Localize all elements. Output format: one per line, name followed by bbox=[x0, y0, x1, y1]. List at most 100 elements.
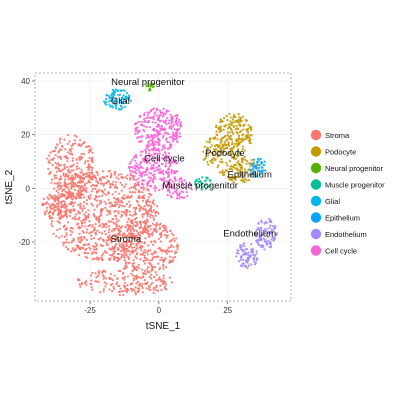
data-point bbox=[152, 134, 155, 137]
data-point bbox=[148, 157, 151, 160]
data-point bbox=[123, 185, 126, 189]
data-point bbox=[118, 290, 121, 293]
data-point bbox=[135, 247, 138, 250]
data-point bbox=[257, 243, 260, 246]
data-point bbox=[146, 213, 149, 216]
x-tick-label: 0 bbox=[157, 306, 162, 315]
data-point bbox=[81, 189, 84, 192]
data-point bbox=[135, 257, 138, 260]
data-point bbox=[132, 178, 136, 181]
data-point bbox=[147, 244, 150, 247]
cluster-label-glial: Glial bbox=[111, 96, 130, 107]
data-point bbox=[244, 177, 247, 180]
data-point bbox=[63, 155, 66, 158]
data-point bbox=[173, 128, 176, 131]
data-point bbox=[55, 189, 58, 192]
data-point bbox=[127, 217, 130, 220]
data-point bbox=[103, 225, 106, 228]
data-point bbox=[213, 148, 216, 151]
data-point bbox=[236, 153, 239, 156]
data-point bbox=[66, 142, 69, 145]
legend-key-cell-cycle bbox=[310, 245, 322, 256]
data-point bbox=[155, 229, 158, 232]
data-point bbox=[163, 147, 166, 150]
data-point bbox=[97, 257, 100, 260]
data-point bbox=[100, 207, 103, 211]
data-point bbox=[136, 269, 139, 272]
data-point bbox=[151, 222, 154, 225]
data-point bbox=[134, 182, 137, 185]
series-cell-cycle bbox=[127, 107, 193, 200]
data-point bbox=[129, 282, 132, 286]
data-point bbox=[137, 232, 140, 235]
data-point bbox=[152, 82, 156, 85]
data-point bbox=[109, 205, 112, 208]
data-point bbox=[161, 157, 164, 160]
data-point bbox=[156, 148, 159, 151]
data-point bbox=[221, 169, 224, 172]
data-point bbox=[97, 270, 100, 273]
data-point bbox=[158, 247, 161, 250]
data-point bbox=[65, 234, 68, 237]
data-point bbox=[95, 170, 98, 174]
data-point bbox=[257, 157, 260, 160]
data-point bbox=[206, 185, 210, 188]
data-point bbox=[126, 287, 129, 290]
data-point bbox=[260, 221, 263, 224]
data-point bbox=[122, 94, 125, 97]
data-point bbox=[67, 174, 70, 177]
data-point bbox=[115, 236, 118, 239]
data-point bbox=[81, 224, 84, 228]
data-point bbox=[161, 187, 164, 190]
data-point bbox=[131, 158, 134, 161]
data-point bbox=[118, 258, 121, 261]
data-point bbox=[217, 154, 220, 157]
data-point bbox=[179, 121, 183, 124]
data-point bbox=[238, 171, 241, 174]
data-point bbox=[168, 276, 171, 279]
legend-label: Podocyte bbox=[325, 147, 356, 156]
data-point bbox=[129, 178, 132, 181]
data-point bbox=[84, 173, 87, 176]
data-point bbox=[52, 195, 55, 198]
data-point bbox=[134, 122, 137, 125]
data-point bbox=[89, 165, 93, 169]
data-point bbox=[60, 206, 63, 209]
data-point bbox=[131, 282, 134, 285]
data-point bbox=[108, 258, 111, 262]
data-point bbox=[58, 184, 61, 187]
data-point bbox=[64, 212, 67, 215]
data-point bbox=[60, 214, 63, 217]
data-point bbox=[87, 196, 90, 199]
data-point bbox=[113, 196, 116, 199]
data-point bbox=[253, 172, 257, 175]
data-point bbox=[92, 248, 95, 251]
data-point bbox=[164, 112, 167, 115]
data-point bbox=[172, 140, 175, 143]
data-point bbox=[99, 236, 102, 240]
data-point bbox=[87, 145, 90, 148]
data-point bbox=[160, 249, 163, 252]
data-point bbox=[102, 176, 105, 179]
data-point bbox=[91, 251, 94, 254]
data-point bbox=[89, 194, 92, 197]
data-point bbox=[173, 159, 176, 162]
data-point bbox=[190, 188, 193, 191]
data-point bbox=[96, 218, 99, 221]
data-point bbox=[116, 253, 119, 256]
data-point bbox=[115, 234, 118, 237]
data-point bbox=[135, 128, 138, 132]
data-point bbox=[117, 269, 120, 272]
data-point bbox=[92, 174, 96, 177]
data-point bbox=[74, 197, 77, 200]
data-point bbox=[63, 241, 66, 244]
data-point bbox=[206, 146, 209, 150]
data-point bbox=[54, 153, 57, 156]
data-point bbox=[142, 275, 145, 278]
data-point bbox=[113, 250, 116, 253]
data-point bbox=[241, 265, 244, 268]
data-point bbox=[152, 116, 155, 120]
data-point bbox=[154, 152, 157, 155]
data-point bbox=[151, 140, 154, 143]
data-point bbox=[146, 113, 149, 117]
